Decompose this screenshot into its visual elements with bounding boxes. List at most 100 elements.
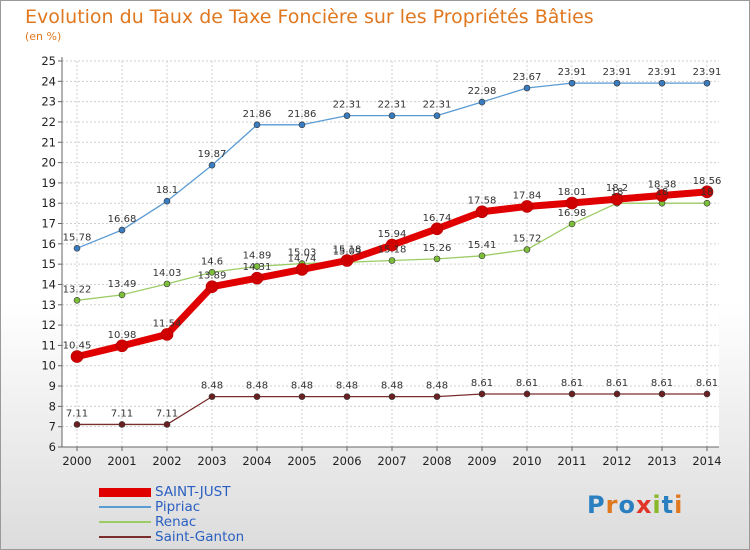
data-point-renac [163, 280, 171, 288]
x-tick-label: 2001 [107, 454, 136, 468]
logo-letter: r [605, 491, 619, 519]
data-point-pipriac [478, 98, 486, 106]
data-point-pipriac [163, 197, 171, 205]
logo-letter: t [661, 491, 675, 519]
data-label-saint-ganton: 8.61 [651, 378, 673, 389]
data-point-pipriac [523, 84, 531, 92]
data-label-pipriac: 23.91 [693, 67, 722, 78]
y-tick-label: 22 [41, 115, 56, 129]
data-point-renac [253, 263, 261, 270]
y-tick-label: 20 [41, 156, 56, 170]
data-label-pipriac: 22.31 [333, 100, 362, 111]
data-point-saint-ganton [208, 393, 216, 400]
data-label-saint-ganton: 7.11 [111, 408, 133, 419]
y-tick-label: 14 [41, 277, 56, 291]
data-label-pipriac: 22.31 [378, 100, 407, 111]
data-point-renac [208, 268, 216, 276]
data-point-saint-just [520, 200, 534, 213]
data-label-saint-just: 18.2 [606, 183, 628, 194]
data-point-saint-just [160, 328, 174, 341]
data-point-renac [523, 246, 531, 253]
data-label-saint-ganton: 8.61 [471, 378, 493, 389]
data-point-saint-just [655, 189, 669, 202]
data-point-saint-just [475, 205, 489, 219]
data-point-saint-just [385, 238, 399, 252]
x-tick-label: 2006 [332, 454, 361, 468]
x-tick-label: 2008 [422, 454, 451, 468]
logo-letter: i [652, 491, 662, 519]
data-label-saint-ganton: 7.11 [156, 408, 178, 419]
y-tick-label: 15 [41, 257, 56, 271]
data-point-renac [478, 252, 486, 260]
data-point-saint-ganton [568, 390, 576, 398]
data-label-renac: 15.03 [288, 248, 317, 259]
data-label-saint-just: 13.89 [198, 271, 227, 282]
data-point-saint-ganton [613, 390, 621, 398]
data-label-renac: 16.98 [558, 208, 587, 219]
data-label-saint-just: 17.58 [468, 196, 497, 207]
logo-letter: i [674, 491, 684, 519]
x-tick-label: 2002 [152, 454, 181, 468]
data-label-renac: 13.49 [108, 279, 137, 290]
data-point-saint-ganton [343, 393, 351, 400]
data-point-saint-ganton [703, 390, 711, 398]
data-point-saint-ganton [118, 421, 126, 428]
data-point-saint-just [250, 271, 264, 285]
x-tick-label: 2013 [647, 454, 676, 468]
data-label-saint-ganton: 8.61 [516, 378, 538, 389]
legend-label: Pipriac [155, 499, 201, 515]
data-label-pipriac: 22.98 [468, 86, 497, 97]
data-point-pipriac [658, 79, 666, 87]
data-point-saint-just [700, 185, 714, 199]
data-label-saint-ganton: 8.61 [561, 378, 583, 389]
data-label-saint-just: 10.98 [108, 330, 137, 341]
x-tick-label: 2010 [512, 454, 541, 468]
legend-label: Renac [155, 514, 197, 530]
legend-swatch [99, 536, 151, 538]
data-point-saint-just [295, 263, 309, 276]
x-tick-label: 2003 [197, 454, 226, 468]
data-label-pipriac: 21.86 [243, 109, 272, 120]
data-point-saint-ganton [298, 393, 306, 400]
data-point-pipriac [118, 226, 126, 234]
data-point-renac [388, 257, 396, 264]
y-tick-label: 8 [49, 399, 56, 413]
data-point-saint-just [340, 254, 354, 267]
x-tick-label: 2014 [692, 454, 721, 468]
x-tick-label: 2007 [377, 454, 406, 468]
data-label-saint-ganton: 8.48 [426, 381, 448, 392]
data-label-pipriac: 15.78 [63, 232, 92, 243]
data-point-renac [703, 199, 711, 207]
data-point-saint-ganton [433, 393, 441, 400]
data-label-pipriac: 19.87 [198, 149, 227, 160]
legend-swatch [99, 521, 151, 523]
data-label-renac: 14.03 [153, 268, 182, 279]
data-label-saint-ganton: 8.48 [381, 381, 403, 392]
data-point-saint-ganton [658, 390, 666, 398]
data-label-saint-just: 18.38 [648, 179, 677, 190]
data-label-renac: 15.41 [468, 240, 497, 251]
legend-swatch [99, 487, 151, 497]
data-label-saint-just: 15.94 [378, 229, 407, 240]
data-label-pipriac: 23.91 [603, 67, 632, 78]
proxiti-logo: Proxiti [587, 491, 683, 519]
data-point-renac [73, 297, 81, 304]
logo-letter: P [587, 491, 606, 519]
data-point-saint-ganton [253, 393, 261, 400]
data-point-saint-ganton [478, 390, 486, 398]
data-label-saint-just: 10.45 [63, 341, 92, 352]
y-tick-label: 17 [41, 217, 56, 231]
x-tick-label: 2011 [557, 454, 586, 468]
data-label-saint-just: 15.18 [333, 245, 362, 256]
data-point-pipriac [73, 245, 81, 252]
data-label-pipriac: 23.67 [513, 72, 542, 83]
y-tick-label: 10 [41, 359, 56, 373]
legend-label: SAINT-JUST [155, 484, 231, 500]
y-tick-label: 24 [41, 74, 56, 88]
y-tick-label: 12 [41, 318, 56, 332]
data-label-renac: 14.89 [243, 250, 272, 261]
data-label-saint-just: 11.54 [153, 318, 182, 329]
y-tick-label: 9 [49, 379, 56, 393]
data-label-saint-just: 16.74 [423, 213, 452, 224]
